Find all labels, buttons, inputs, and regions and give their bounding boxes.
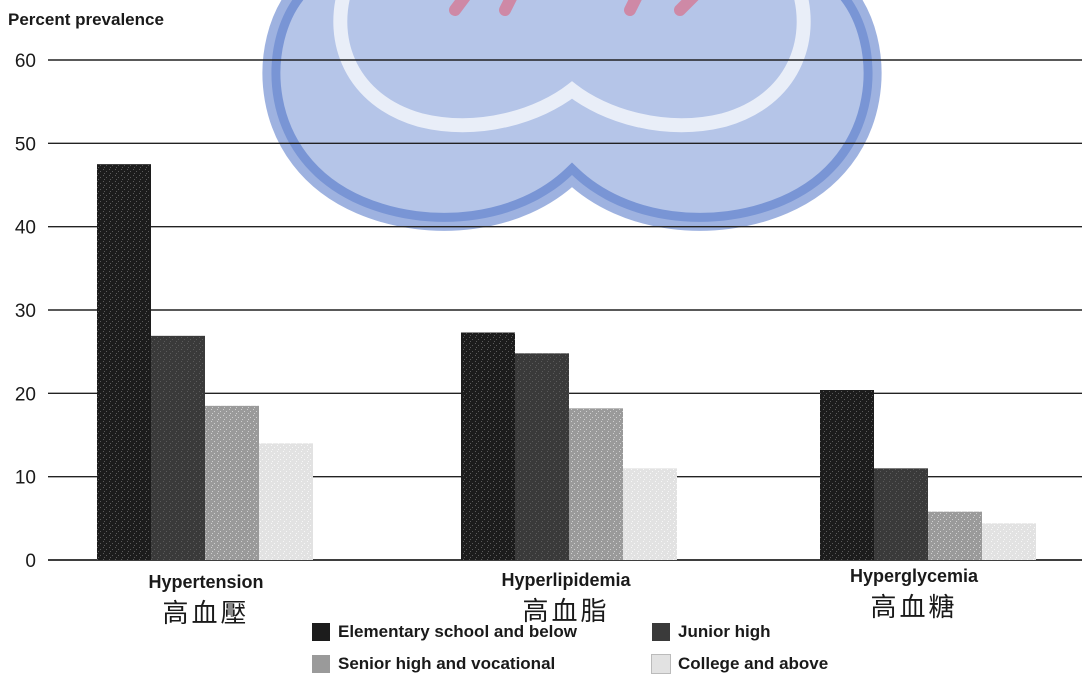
bar: [874, 468, 928, 560]
legend-item: College and above: [651, 654, 829, 674]
legend-label: College and above: [678, 654, 829, 673]
y-tick-label: 0: [25, 551, 36, 572]
bar: [982, 523, 1036, 560]
x-category-label-en: Hypertension: [148, 572, 264, 592]
x-category-label-en: Hyperglycemia: [849, 566, 979, 586]
bar: [259, 443, 313, 560]
bar: [928, 511, 982, 560]
x-category-label: Hypertension 高血壓: [106, 572, 306, 630]
y-tick-label: 10: [15, 468, 36, 489]
x-category-label-zh: 高血糖: [870, 593, 958, 623]
legend-item: Senior high and vocational: [312, 654, 555, 674]
bar: [569, 408, 623, 560]
y-tick-label: 30: [15, 301, 36, 322]
legend-swatch: [651, 654, 671, 674]
x-category-label-en: Hyperlipidemia: [501, 570, 631, 590]
y-tick-label: 60: [15, 51, 36, 72]
bar: [205, 405, 259, 560]
y-tick-label: 20: [15, 384, 36, 405]
bar: [97, 164, 151, 560]
legend-swatch: [312, 623, 330, 641]
bar: [515, 353, 569, 560]
legend-swatch: [652, 623, 670, 641]
bar: [820, 390, 874, 560]
x-category-label: Hyperlipidemia 高血脂: [466, 570, 666, 628]
x-category-label-zh: 高血壓: [162, 599, 250, 629]
y-tick-label: 40: [15, 218, 36, 239]
bar: [151, 335, 205, 560]
y-tick-label: 50: [15, 134, 36, 155]
legend-label: Junior high: [678, 622, 771, 641]
legend-label: Senior high and vocational: [338, 654, 556, 673]
legend-swatch: [312, 655, 330, 673]
x-category-label: Hyperglycemia 高血糖: [814, 566, 1014, 624]
bar: [623, 468, 677, 560]
x-category-label-zh: 高血脂: [522, 597, 610, 627]
legend-item: Junior high: [652, 622, 771, 642]
y-axis-title: Percent prevalence: [8, 10, 164, 29]
legend-item: Elementary school and below: [312, 622, 577, 642]
bar: [461, 332, 515, 560]
legend-label: Elementary school and below: [338, 622, 578, 641]
